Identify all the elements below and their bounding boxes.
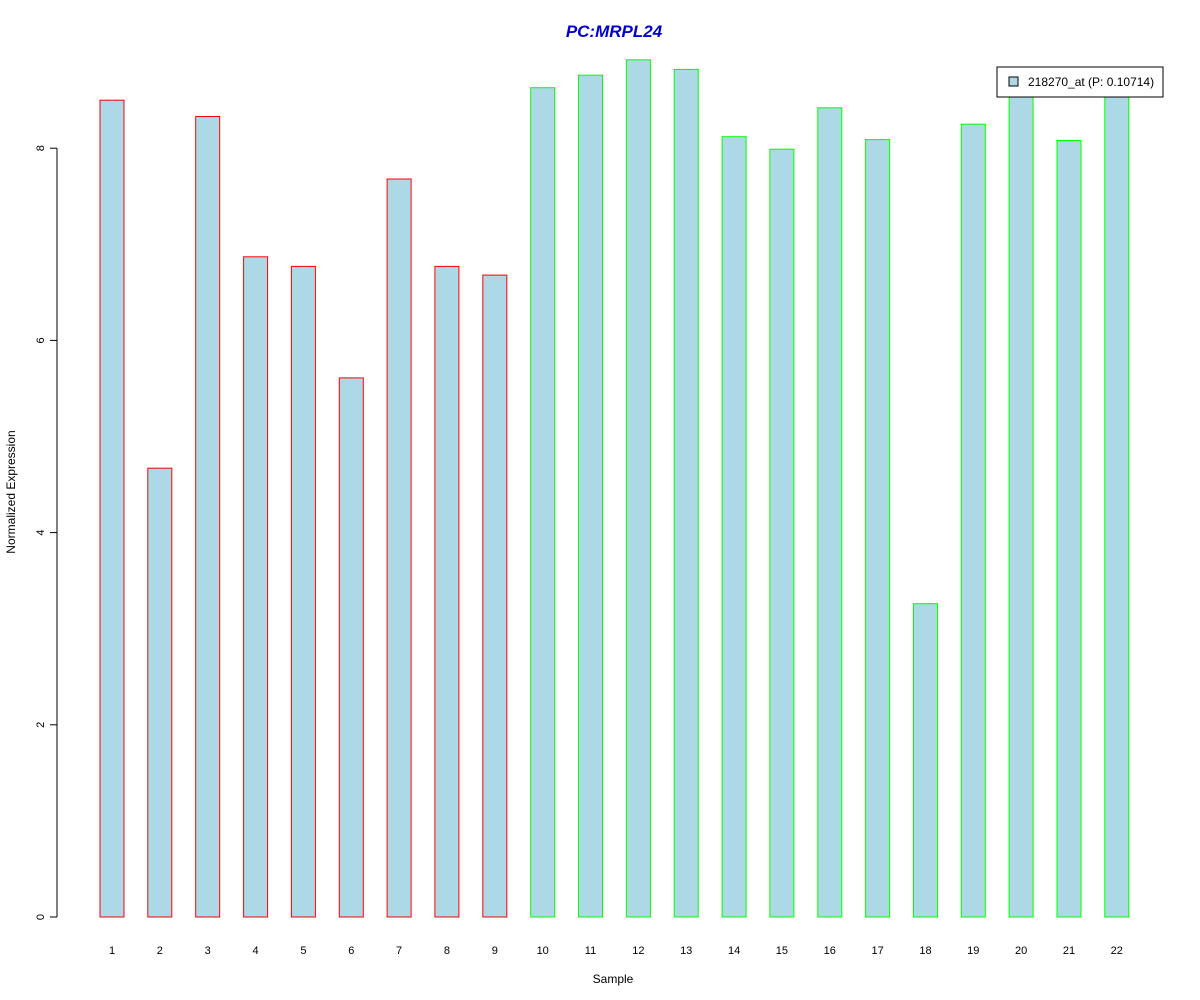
x-tick-label: 18 (919, 945, 931, 957)
x-tick-label: 9 (492, 945, 498, 957)
x-tick-label: 19 (967, 945, 979, 957)
bar-sample-3 (195, 116, 221, 918)
y-tick-label: 0 (35, 914, 47, 920)
bar-sample-13 (673, 68, 699, 918)
y-tick-label: 6 (35, 337, 47, 343)
x-tick-label: 15 (776, 945, 788, 957)
x-tick-label: 13 (680, 945, 692, 957)
bar-sample-19 (960, 123, 986, 918)
x-tick-label: 12 (632, 945, 644, 957)
bar-sample-2 (147, 467, 173, 918)
x-tick-label: 7 (396, 945, 402, 957)
x-tick-label: 22 (1111, 945, 1123, 957)
x-tick-label: 4 (253, 945, 259, 957)
x-tick-label: 20 (1015, 945, 1027, 957)
bar-sample-6 (338, 377, 364, 918)
bar-sample-4 (243, 256, 269, 918)
bar-sample-21 (1056, 140, 1082, 918)
bar-sample-16 (817, 107, 843, 918)
x-tick-label: 5 (300, 945, 306, 957)
bar-sample-8 (434, 265, 460, 918)
x-tick-labels: 1 2 3 4 5 6 7 8 9 10 11 12 13 14 15 16 17 18 19 20 21 22 (109, 945, 1123, 957)
y-axis-title: Normalized Expression (4, 430, 18, 553)
chart-title: PC:MRPL24 (566, 22, 663, 41)
bar-sample-17 (865, 139, 891, 918)
x-axis-title: Sample (593, 972, 634, 986)
legend-label: 218270_at (P: 0.10714) (1028, 75, 1154, 89)
bar-sample-12 (625, 59, 651, 918)
x-tick-label: 6 (348, 945, 354, 957)
bar-sample-7 (386, 178, 412, 918)
x-tick-label: 14 (728, 945, 740, 957)
x-tick-label: 16 (824, 945, 836, 957)
y-tick-label: 8 (35, 145, 47, 151)
bar-sample-11 (578, 74, 603, 918)
bar-sample-18 (913, 603, 938, 918)
bar-sample-15 (769, 148, 795, 918)
bar-sample-5 (290, 265, 316, 918)
x-tick-label: 3 (205, 945, 211, 957)
bars-group (99, 59, 1130, 918)
legend: 218270_at (P: 0.10714) (996, 66, 1164, 98)
bar-sample-14 (721, 136, 747, 918)
y-axis: 0 2 4 6 8 (35, 145, 58, 920)
bar-sample-9 (482, 274, 508, 918)
x-tick-label: 21 (1063, 945, 1075, 957)
x-tick-label: 1 (109, 945, 115, 957)
x-tick-label: 8 (444, 945, 450, 957)
y-tick-label: 2 (35, 722, 47, 728)
x-tick-label: 11 (585, 945, 596, 957)
bar-sample-10 (530, 87, 556, 918)
legend-swatch (1008, 76, 1019, 87)
x-tick-label: 10 (537, 945, 549, 957)
bar-sample-20 (1008, 92, 1034, 918)
bar-sample-1 (99, 99, 125, 918)
x-tick-label: 17 (871, 945, 883, 957)
bar-sample-22 (1104, 90, 1130, 918)
x-tick-label: 2 (157, 945, 163, 957)
y-tick-label: 4 (35, 530, 47, 536)
legend-box (996, 66, 1164, 98)
